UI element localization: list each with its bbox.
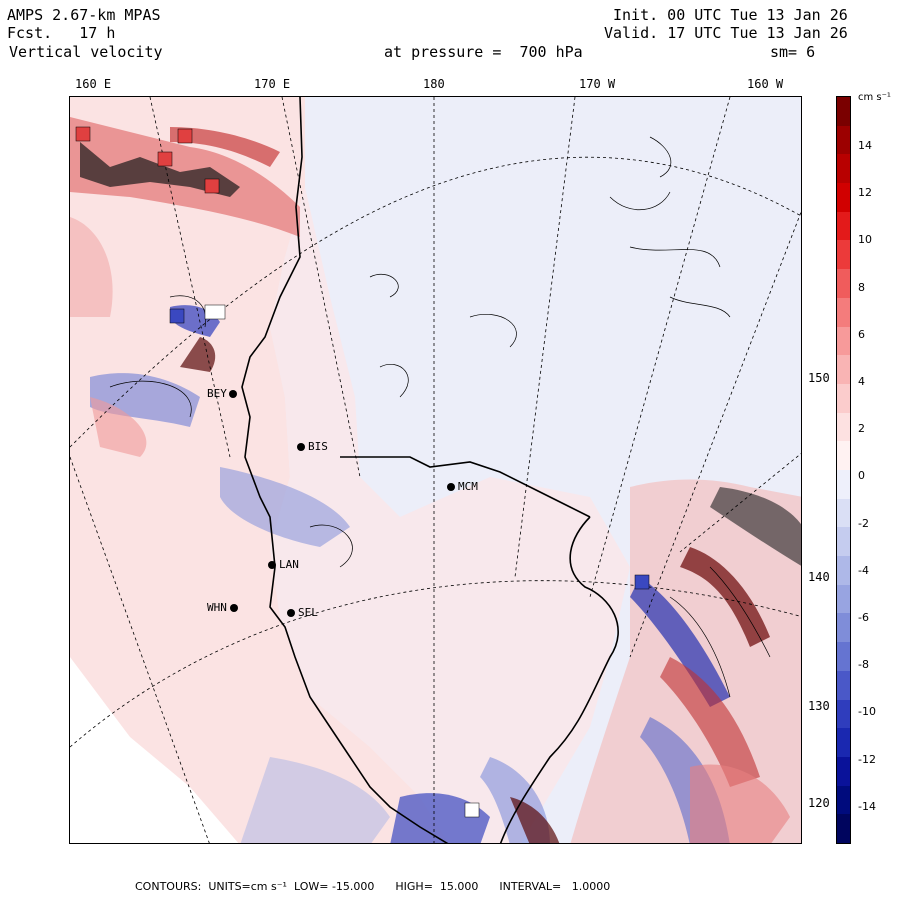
contour-info: CONTOURS: UNITS=cm s⁻¹ LOW= -15.000 HIGH… [135, 880, 611, 893]
colorbar-tick-label: 14 [858, 139, 872, 152]
colorbar-segment [837, 297, 850, 328]
station-lan: LAN [268, 558, 299, 571]
station-sel: SEL [287, 606, 318, 619]
colorbar-segment [837, 556, 850, 586]
lon-label-160e: 160 E [75, 77, 112, 91]
station-dot-icon [447, 483, 455, 491]
colorbar-segment [837, 814, 850, 844]
colorbar-tick-label: -12 [858, 752, 876, 766]
init-time: Init. 00 UTC Tue 13 Jan 26 [613, 6, 848, 24]
colorbar-segment [837, 470, 850, 500]
colorbar-segment [837, 125, 850, 155]
colorbar-segment [837, 670, 850, 701]
station-dot-icon [229, 604, 238, 612]
lon-label-170e: 170 E [254, 77, 291, 91]
colorbar-tick-label: 6 [858, 327, 865, 341]
lat-label-120w: 120 W [808, 796, 845, 810]
station-dot-icon [297, 443, 305, 451]
station-dot-icon [287, 609, 295, 617]
station-lan-label: LAN [279, 558, 299, 571]
colorbar-segment [837, 97, 850, 127]
station-bey: BEY [207, 387, 240, 400]
model-title: AMPS 2.67-km MPAS [7, 6, 161, 24]
colorbar-tick-label: -4 [858, 563, 869, 577]
colorbar-segment [837, 613, 850, 643]
colorbar-tick-label: 4 [858, 375, 865, 388]
colorbar-segment [837, 412, 850, 442]
lon-label-180: 180 [423, 77, 445, 91]
station-bey-label: BEY [207, 387, 227, 400]
station-whn-label: WHN [207, 601, 227, 614]
colorbar-tick-label: -14 [858, 799, 876, 813]
colorbar-segment [837, 527, 850, 557]
colorbar-segment [837, 498, 850, 528]
colorbar-tick-label: -10 [858, 705, 876, 719]
lat-label-150w: 150 W [808, 371, 845, 385]
station-sel-label: SEL [298, 606, 318, 619]
lat-label-130w: 130 W [808, 699, 845, 713]
variable-name: Vertical velocity [9, 43, 163, 61]
colorbar-segment [837, 584, 850, 614]
colorbar-segment [837, 383, 850, 414]
colorbar-segment [837, 269, 850, 299]
lat-label-140w: 140 W [808, 570, 845, 584]
colorbar-tick-label: 2 [858, 422, 865, 436]
colorbar-segment [837, 326, 850, 356]
station-whn: WHN [207, 601, 241, 614]
colorbar-segment [837, 728, 850, 758]
colorbar-tick-label: -8 [858, 658, 869, 672]
pressure-level: at pressure = 700 hPa [384, 43, 583, 61]
colorbar-segment [837, 642, 850, 672]
colorbar-segment [837, 355, 850, 385]
smoothing-value: sm= 6 [770, 43, 816, 61]
map-panel: BEY BIS MCM LAN WHN SEL [69, 96, 802, 844]
colorbar-segment [837, 785, 850, 815]
contour-lines [109, 136, 771, 698]
colorbar-segment [837, 211, 850, 241]
colorbar-segment [837, 240, 850, 270]
forecast-hour: Fcst. 17 h [7, 24, 116, 42]
colorbar-tick-label: 0 [858, 469, 865, 483]
ross-ice-shelf [270, 187, 630, 843]
station-dot-icon [268, 561, 276, 569]
station-mcm-label: MCM [458, 480, 478, 493]
colorbar-segment [837, 183, 850, 213]
land-area-west [70, 97, 449, 843]
station-dot-icon [228, 390, 237, 398]
colorbar-segment [837, 756, 850, 787]
coastline [241, 97, 619, 843]
colorbar-tick-label: 12 [858, 186, 872, 200]
colorbar-segment [837, 154, 850, 184]
colorbar-tick-label: -2 [858, 516, 869, 530]
lon-label-170w: 170 W [579, 77, 616, 91]
station-bis: BIS [297, 440, 328, 453]
off-domain-area [70, 657, 239, 843]
colorbar-segment [837, 699, 850, 729]
station-mcm: MCM [447, 480, 478, 493]
colorbar-segment [837, 441, 850, 471]
station-bis-label: BIS [308, 440, 328, 453]
vertical-velocity-map [70, 97, 801, 843]
valid-time: Valid. 17 UTC Tue 13 Jan 26 [604, 24, 848, 42]
colorbar-tick-label: -6 [858, 611, 869, 624]
colorbar-unit: cm s⁻¹ [858, 92, 891, 103]
contour-value-labels [75, 126, 650, 818]
lon-label-160w: 160 W [747, 77, 784, 91]
colorbar-tick-label: 10 [858, 233, 872, 247]
colorbar-tick-label: 8 [858, 280, 865, 294]
colorbar [836, 96, 851, 844]
